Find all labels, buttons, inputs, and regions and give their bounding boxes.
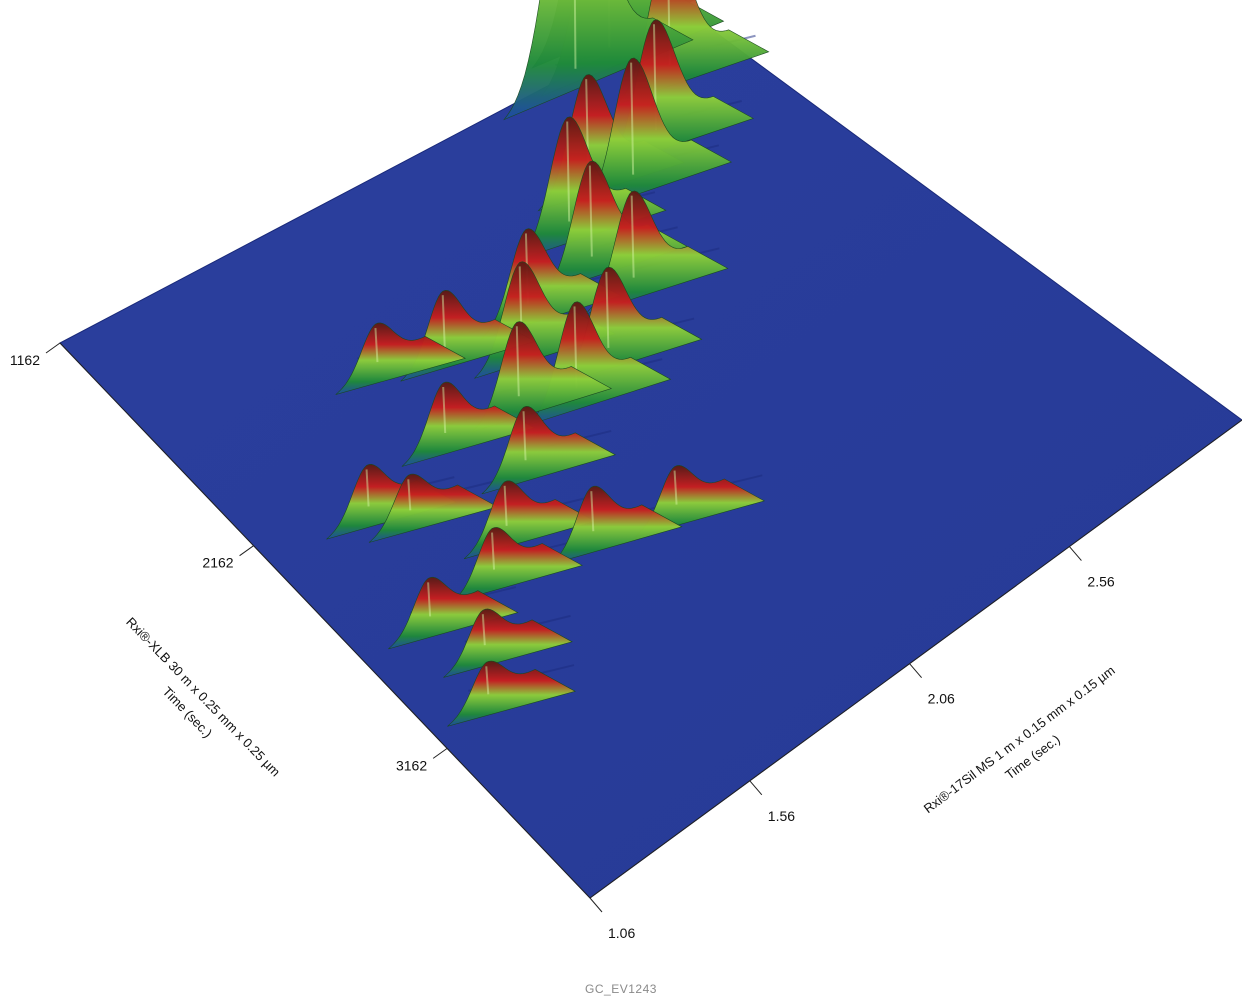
x-axis-title: Rxi®-XLB 30 m x 0.25 mm x 0.25 µm Time (… [123,614,283,779]
y-axis-title: Rxi®-17Sil MS 1 m x 0.15 mm x 0.15 µm Ti… [921,663,1118,817]
peak [368,473,499,543]
y-tick [909,663,922,679]
peak-highlight [522,411,527,461]
peak-highlight [573,0,577,69]
y-tick-label: 2.56 [1087,574,1114,590]
x-tick [239,545,254,557]
peak-highlight [441,295,446,348]
peak [443,608,573,678]
peak-highlight [630,195,635,278]
peak-highlight [374,328,379,363]
peak [388,576,519,650]
y-tick [1069,546,1082,561]
peak-highlight [590,491,595,532]
y-tick [589,897,603,913]
figure-id: GC_EV1243 [585,982,657,996]
peak-highlight [365,469,370,507]
y-tick-label: 1.06 [608,925,635,941]
peak-highlight [427,582,432,617]
y-tick-label: 2.06 [928,691,955,707]
peak [481,405,617,495]
peak-highlight [491,532,496,570]
x-tick-label: 3162 [396,757,427,773]
peak-highlight [485,666,490,695]
x-ticks: 1162 2162 3162 [10,342,448,773]
x-axis-title-line1: Rxi®-XLB 30 m x 0.25 mm x 0.25 µm [123,614,283,779]
peak-highlight [605,271,610,348]
peak-highlight [673,470,678,505]
peak [503,0,694,121]
y-tick [749,780,763,796]
peak-highlight [566,121,571,222]
peak [401,381,536,467]
peak-highlight [630,62,635,175]
peak-highlight [481,614,486,646]
peak-highlight [407,479,412,511]
x-tick-label: 2162 [202,555,233,571]
y-axis: 1.06 1.56 2.06 2.56 [589,419,1242,941]
x-tick-label: 1162 [10,352,40,368]
peak [335,322,466,395]
peak [451,527,583,603]
peak [550,485,683,565]
x-tick [432,747,448,759]
peaks-layer [326,0,770,727]
peak-highlight [503,485,508,526]
peak-highlight [588,165,593,257]
x-tick [45,342,61,354]
x-axis: 1162 2162 3162 [10,342,591,899]
y-axis-line [589,419,1242,899]
peak [447,660,576,727]
y-ticks: 1.06 1.56 2.06 2.56 [589,546,1115,941]
peak-highlight [442,386,447,434]
peak-highlight [515,326,520,397]
y-tick-label: 1.56 [768,808,795,824]
y-axis-title-line1: Rxi®-17Sil MS 1 m x 0.15 mm x 0.15 µm [921,663,1118,817]
x-axis-line [59,342,591,899]
